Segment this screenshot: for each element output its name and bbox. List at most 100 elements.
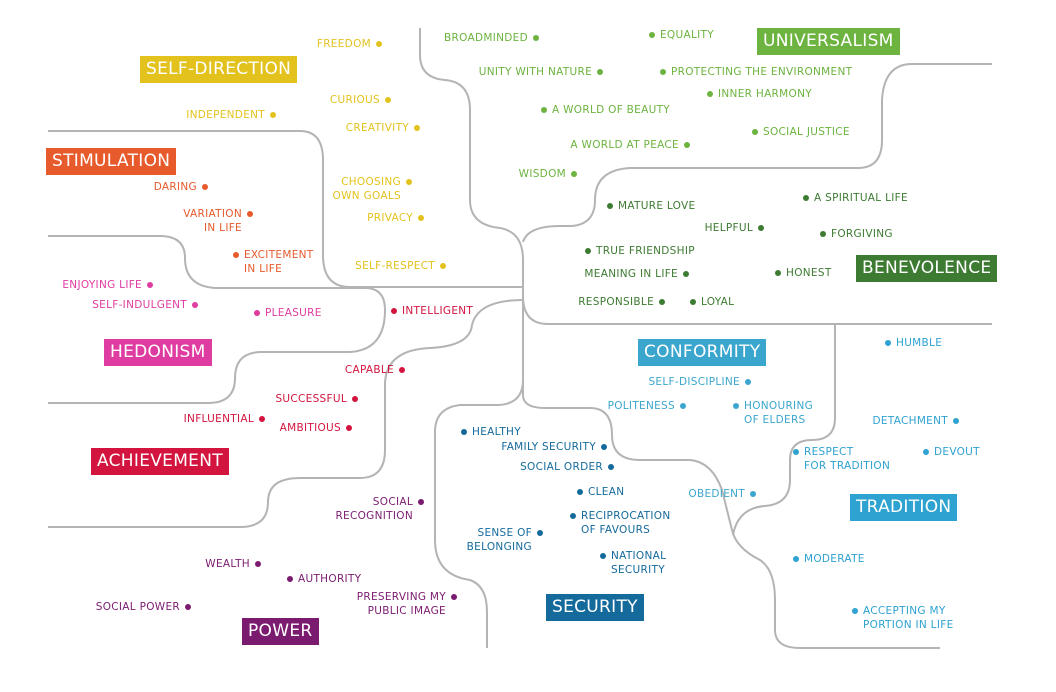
value-item: SELF-INDULGENT xyxy=(92,298,198,312)
value-label: INTELLIGENT xyxy=(402,305,474,317)
group-title: CONFORMITY xyxy=(638,339,767,366)
value-label: UNITY WITH NATURE xyxy=(478,66,592,78)
value-dot xyxy=(147,282,153,288)
value-item: ACCEPTING MY PORTION IN LIFE xyxy=(852,604,954,632)
value-label: FORGIVING xyxy=(831,228,893,240)
value-label: SOCIAL JUSTICE xyxy=(763,126,850,138)
value-dot xyxy=(202,184,208,190)
value-item: AMBITIOUS xyxy=(280,421,352,435)
value-item: SUCCESSFUL xyxy=(275,392,358,406)
value-dot xyxy=(418,499,424,505)
value-label: INDEPENDENT xyxy=(186,109,265,121)
value-dot xyxy=(707,91,713,97)
group-title: ACHIEVEMENT xyxy=(91,448,229,475)
connector xyxy=(522,295,992,325)
value-item: A WORLD OF BEAUTY xyxy=(541,103,670,117)
value-item: UNITY WITH NATURE xyxy=(479,65,603,79)
value-dot xyxy=(451,594,457,600)
value-label: CAPABLE xyxy=(344,364,394,376)
group-title: SELF-DIRECTION xyxy=(140,56,298,83)
value-item: EQUALITY xyxy=(649,28,714,42)
value-dot xyxy=(601,444,607,450)
value-label: ACCEPTING MY PORTION IN LIFE xyxy=(863,605,954,631)
value-item: POLITENESS xyxy=(608,399,686,413)
value-label: CLEAN xyxy=(588,486,625,498)
value-dot xyxy=(352,396,358,402)
value-dot xyxy=(585,248,591,254)
value-label: LOYAL xyxy=(701,296,735,308)
value-item: SOCIAL POWER xyxy=(96,600,191,614)
value-item: RESPECT FOR TRADITION xyxy=(793,445,890,473)
value-dot xyxy=(600,553,606,559)
value-dot xyxy=(923,449,929,455)
value-label: SENSE OF BELONGING xyxy=(466,527,532,553)
value-dot xyxy=(406,179,412,185)
value-dot xyxy=(752,129,758,135)
value-item: INTELLIGENT xyxy=(391,304,473,318)
value-item: WISDOM xyxy=(519,167,577,181)
value-label: ENJOYING LIFE xyxy=(62,279,142,291)
value-dot xyxy=(608,464,614,470)
value-dot xyxy=(254,310,260,316)
value-dot xyxy=(803,195,809,201)
value-label: EXCITEMENT IN LIFE xyxy=(244,249,314,275)
value-dot xyxy=(537,530,543,536)
value-label: FREEDOM xyxy=(316,38,371,50)
value-item: INFLUENTIAL xyxy=(184,412,265,426)
value-label: SUCCESSFUL xyxy=(275,393,347,405)
value-item: EXCITEMENT IN LIFE xyxy=(233,248,314,276)
value-item: CAPABLE xyxy=(345,363,405,377)
value-dot xyxy=(414,125,420,131)
value-label: NATIONAL SECURITY xyxy=(611,550,667,576)
value-label: SELF-RESPECT xyxy=(355,260,435,272)
connector xyxy=(732,325,836,536)
value-dot xyxy=(852,608,858,614)
value-label: PROTECTING THE ENVIRONMENT xyxy=(671,66,853,78)
value-dot xyxy=(680,403,686,409)
value-label: BROADMINDED xyxy=(444,32,528,44)
value-dot xyxy=(287,576,293,582)
connector xyxy=(48,235,387,404)
value-item: A WORLD AT PEACE xyxy=(570,138,690,152)
value-item: HONEST xyxy=(775,266,832,280)
value-item: CLEAN xyxy=(577,485,624,499)
value-label: WEALTH xyxy=(205,558,250,570)
value-dot xyxy=(758,225,764,231)
value-item: RECIPROCATION OF FAVOURS xyxy=(570,509,670,537)
value-label: HEALTHY xyxy=(472,426,521,438)
value-dot xyxy=(577,489,583,495)
value-dot xyxy=(270,112,276,118)
value-label: PLEASURE xyxy=(265,307,322,319)
value-dot xyxy=(649,32,655,38)
value-dot xyxy=(391,308,397,314)
value-item: MEANING IN LIFE xyxy=(584,267,689,281)
value-label: SOCIAL ORDER xyxy=(520,461,603,473)
value-item: HEALTHY xyxy=(461,425,521,439)
value-dot xyxy=(533,35,539,41)
value-label: MATURE LOVE xyxy=(618,200,696,212)
value-label: A WORLD AT PEACE xyxy=(570,139,679,151)
value-label: EQUALITY xyxy=(660,29,714,41)
value-item: PRIVACY xyxy=(367,211,424,225)
value-item: INNER HARMONY xyxy=(707,87,812,101)
value-label: AMBITIOUS xyxy=(279,422,341,434)
value-dot xyxy=(820,231,826,237)
connector xyxy=(48,299,524,528)
value-label: SELF-DISCIPLINE xyxy=(648,376,740,388)
value-item: DEVOUT xyxy=(923,445,980,459)
value-dot xyxy=(660,69,666,75)
value-dot xyxy=(346,425,352,431)
value-label: WISDOM xyxy=(518,168,566,180)
value-item: A SPIRITUAL LIFE xyxy=(803,191,908,205)
value-label: PRIVACY xyxy=(367,212,413,224)
value-item: FAMILY SECURITY xyxy=(501,440,607,454)
value-label: A WORLD OF BEAUTY xyxy=(552,104,671,116)
group-title: POWER xyxy=(242,618,319,645)
value-label: POLITENESS xyxy=(607,400,675,412)
value-dot xyxy=(659,299,665,305)
value-dot xyxy=(597,69,603,75)
value-dot xyxy=(385,97,391,103)
value-item: OBEDIENT xyxy=(688,487,756,501)
